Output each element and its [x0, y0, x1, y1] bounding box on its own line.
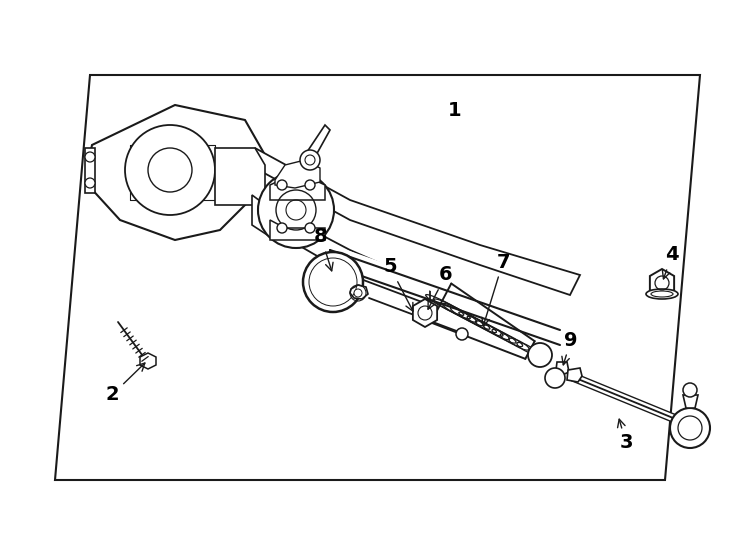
Polygon shape: [270, 220, 325, 240]
Text: 7: 7: [482, 253, 509, 326]
Circle shape: [277, 223, 287, 233]
Circle shape: [545, 368, 565, 388]
Polygon shape: [215, 148, 265, 205]
Circle shape: [277, 180, 287, 190]
Circle shape: [456, 328, 468, 340]
Text: 8: 8: [314, 227, 333, 271]
Polygon shape: [567, 368, 582, 382]
Circle shape: [354, 289, 362, 297]
Polygon shape: [650, 269, 674, 297]
Polygon shape: [556, 362, 569, 376]
Text: 9: 9: [562, 330, 578, 365]
Polygon shape: [85, 148, 95, 193]
Text: 3: 3: [617, 419, 633, 453]
Circle shape: [683, 383, 697, 397]
Circle shape: [125, 125, 215, 215]
Circle shape: [670, 408, 710, 448]
Polygon shape: [295, 125, 330, 175]
Text: 2: 2: [105, 363, 145, 404]
Circle shape: [300, 150, 320, 170]
Circle shape: [305, 180, 315, 190]
Circle shape: [303, 252, 363, 312]
Circle shape: [85, 178, 95, 188]
Polygon shape: [270, 178, 325, 200]
Text: 5: 5: [383, 258, 413, 311]
Polygon shape: [255, 200, 430, 305]
Polygon shape: [275, 160, 320, 188]
Polygon shape: [252, 195, 275, 240]
Polygon shape: [413, 299, 437, 327]
Polygon shape: [88, 105, 265, 240]
Circle shape: [258, 172, 334, 248]
Circle shape: [85, 152, 95, 162]
Circle shape: [305, 223, 315, 233]
Text: 6: 6: [428, 266, 453, 309]
Polygon shape: [350, 285, 368, 299]
Polygon shape: [140, 353, 156, 369]
Polygon shape: [255, 148, 580, 295]
Polygon shape: [683, 395, 698, 408]
Circle shape: [528, 343, 552, 367]
Text: 4: 4: [662, 246, 679, 279]
Ellipse shape: [646, 289, 678, 299]
Text: 1: 1: [448, 100, 462, 119]
